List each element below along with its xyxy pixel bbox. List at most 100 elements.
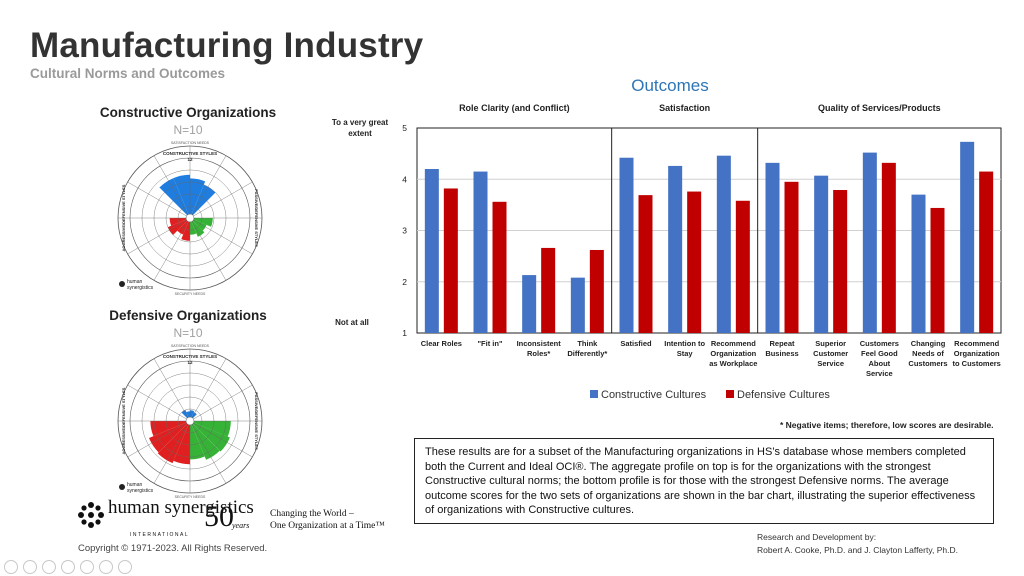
slideshow-toolbar — [4, 560, 132, 574]
category-label: Customers — [908, 359, 947, 368]
constructive-bar — [814, 175, 829, 333]
constructive-bar — [911, 194, 926, 333]
see-all-slides-icon[interactable] — [61, 560, 75, 574]
circumplex-logo-line1: human — [127, 279, 143, 285]
defensive-bar — [930, 207, 945, 333]
passive-defensive-label: PASSIVE/DEFENSIVE STYLES — [254, 189, 259, 247]
category-label: Organization — [954, 349, 1000, 358]
defensive-bar — [735, 200, 750, 333]
subtitles-icon[interactable] — [99, 560, 113, 574]
circumplex-logo-icon — [119, 484, 125, 490]
defensive-n-label: N=10 — [173, 326, 203, 340]
more-options-icon[interactable] — [118, 560, 132, 574]
fifty-years-word: years — [232, 521, 250, 530]
defensive-bar — [492, 201, 507, 333]
constructive-bar — [765, 162, 780, 333]
defensive-bar — [687, 191, 702, 333]
radial-spoke — [189, 420, 253, 458]
category-label: Intention to — [664, 339, 705, 348]
category-label: Satisfied — [620, 339, 652, 348]
category-label: Customers — [860, 339, 899, 348]
y-tick-label: 5 — [402, 123, 407, 133]
fifty-years-number: 50 — [204, 500, 234, 533]
category-label: Clear Roles — [421, 339, 462, 348]
outcomes-bar-chart: 1 2 3 4 5 To a very great extent Not at all Role… — [332, 103, 1002, 401]
security-needs-label: SECURITY NEEDS — [175, 292, 206, 296]
center-number: 12 — [187, 157, 193, 162]
red-style-sector — [169, 218, 190, 226]
y-tick-label: 1 — [402, 328, 407, 338]
negative-items-note: * Negative items; therefore, low scores … — [780, 420, 994, 430]
circumplex-logo-line2: synergistics — [127, 488, 154, 494]
green-style-sector — [190, 218, 213, 227]
blue-style-sector — [190, 184, 216, 218]
radial-spoke — [189, 358, 227, 422]
legend-label: Constructive Cultures — [601, 389, 707, 401]
y-bottom-label: Not at all — [335, 318, 369, 327]
group-label: Role Clarity (and Conflict) — [459, 103, 570, 113]
radial-spoke — [127, 384, 191, 422]
legend-swatch — [726, 390, 734, 398]
category-label: Customer — [813, 349, 848, 358]
satisfaction-needs-label: SATISFACTION NEEDS — [171, 344, 210, 348]
constructive-circumplex-title: Constructive Organizations — [99, 105, 277, 120]
center-circle — [185, 213, 195, 223]
constructive-styles-label: CONSTRUCTIVE STYLES — [163, 151, 217, 156]
blue-style-sector — [173, 174, 190, 218]
pen-icon[interactable] — [42, 560, 56, 574]
constructive-bar — [522, 275, 537, 333]
category-label: Differently* — [567, 349, 607, 358]
passive-defensive-label: PASSIVE/DEFENSIVE STYLES — [254, 392, 259, 450]
red-style-sector — [148, 421, 190, 453]
category-label: Business — [765, 349, 798, 358]
constructive-bar — [716, 155, 731, 333]
defensive-bar — [638, 195, 653, 333]
y-top-label: To a very great — [332, 118, 389, 127]
constructive-bar — [473, 171, 488, 333]
y-tick-label: 3 — [402, 226, 407, 236]
category-label: "Fit in" — [477, 339, 502, 348]
logo-text: human synergistics — [108, 497, 254, 518]
human-synergistics-logo-icon — [78, 502, 104, 528]
category-label: Stay — [677, 349, 694, 358]
circumplex-logo-icon — [119, 281, 125, 287]
defensive-bar — [881, 162, 896, 333]
page-subtitle: Cultural Norms and Outcomes — [30, 66, 226, 81]
green-style-sector — [190, 421, 230, 452]
aggressive-defensive-label: AGGRESSIVE/DEFENSIVE STYLES — [121, 387, 126, 454]
radial-spoke — [189, 181, 253, 219]
radial-spoke — [189, 217, 227, 281]
green-style-sector — [190, 421, 205, 460]
group-label: Satisfaction — [659, 103, 710, 113]
radial-spoke — [189, 384, 253, 422]
constructive-bar — [862, 152, 877, 333]
category-label: Roles* — [527, 349, 550, 358]
page-title: Manufacturing Industry — [30, 26, 424, 65]
constructive-n-label: N=10 — [173, 123, 203, 137]
red-style-sector — [167, 218, 190, 235]
constructive-bar — [668, 165, 683, 333]
next-slide-icon[interactable] — [23, 560, 37, 574]
radial-spoke — [127, 181, 191, 219]
category-label: Think — [577, 339, 598, 348]
constructive-bar — [960, 141, 975, 333]
zoom-icon[interactable] — [80, 560, 94, 574]
category-label: Repeat — [769, 339, 795, 348]
green-style-sector — [190, 421, 220, 460]
category-label: to Customers — [952, 359, 1000, 368]
red-style-sector — [150, 421, 190, 437]
defensive-circumplex-title: Defensive Organizations — [109, 308, 267, 323]
category-label: Changing — [911, 339, 946, 348]
constructive-bar — [570, 277, 585, 333]
defensive-bar — [589, 249, 604, 333]
category-label: as Workplace — [709, 359, 757, 368]
security-needs-label: SECURITY NEEDS — [175, 495, 206, 499]
satisfaction-needs-label: SATISFACTION NEEDS — [171, 141, 210, 145]
aggressive-defensive-label: AGGRESSIVE/DEFENSIVE STYLES — [121, 184, 126, 251]
radial-spoke — [127, 217, 191, 255]
radial-spoke — [189, 217, 253, 255]
group-label: Quality of Services/Products — [818, 103, 941, 113]
previous-slide-icon[interactable] — [4, 560, 18, 574]
